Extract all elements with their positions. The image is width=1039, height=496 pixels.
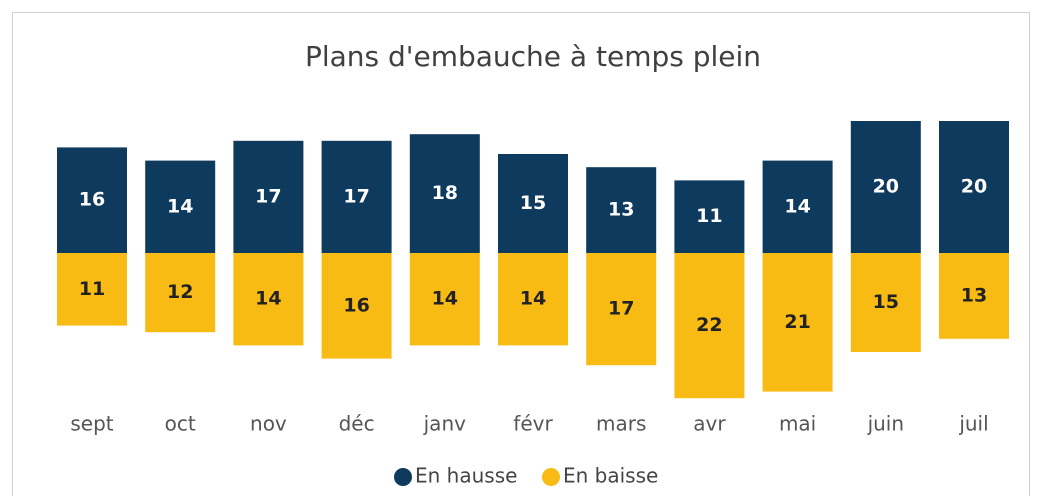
bar-down [409, 253, 480, 346]
x-tick-label: sept [70, 412, 113, 436]
bar-up [321, 140, 392, 253]
value-label: 17 [343, 185, 369, 207]
bar-down [850, 253, 921, 352]
bar-down [321, 253, 392, 359]
x-tick-label: oct [165, 412, 196, 436]
bar-down [586, 253, 657, 366]
legend-label: En baisse [563, 464, 658, 488]
value-label: 13 [608, 199, 634, 221]
value-label: 20 [961, 176, 987, 198]
bar-up [586, 167, 657, 253]
value-label: 15 [873, 291, 899, 313]
x-tick-label: mars [596, 412, 646, 436]
bar-up [145, 160, 216, 253]
bar-down [674, 253, 745, 399]
x-tick-label: mai [779, 412, 816, 436]
bar-down [939, 253, 1009, 339]
legend-swatch [542, 468, 560, 486]
bar-up [498, 154, 568, 253]
bar-down [145, 253, 216, 333]
value-label: 14 [432, 288, 458, 310]
legend-swatch [394, 468, 412, 486]
x-tick-label: févr [513, 412, 553, 436]
bar-up [674, 180, 745, 253]
legend-label: En hausse [415, 464, 517, 488]
bar-down [498, 253, 568, 346]
x-tick-label: déc [339, 412, 375, 436]
value-label: 12 [167, 281, 193, 303]
value-label: 14 [255, 288, 281, 310]
value-label: 21 [784, 311, 810, 333]
value-label: 16 [343, 294, 369, 316]
bar-up [57, 147, 127, 253]
value-label: 17 [608, 298, 634, 320]
x-tick-label: nov [250, 412, 287, 436]
x-tick-label: juin [867, 412, 904, 436]
chart-title: Plans d'embauche à temps plein [305, 40, 761, 73]
bar-down [762, 253, 833, 392]
value-label: 16 [79, 189, 105, 211]
value-label: 20 [873, 176, 899, 198]
bar-up [409, 134, 480, 253]
value-label: 18 [432, 182, 458, 204]
value-label: 11 [696, 205, 722, 227]
bar-up [233, 140, 304, 253]
bar-down [233, 253, 304, 346]
value-label: 15 [520, 192, 546, 214]
x-tick-label: janv [423, 412, 466, 436]
bar-up [762, 160, 833, 253]
bar-down [57, 253, 127, 326]
value-label: 13 [961, 284, 987, 306]
value-label: 14 [520, 288, 546, 310]
x-tick-label: juil [958, 412, 988, 436]
value-label: 14 [784, 195, 810, 217]
value-label: 17 [255, 185, 281, 207]
bar-up [939, 121, 1009, 253]
value-label: 11 [79, 278, 105, 300]
value-label: 22 [696, 314, 722, 336]
value-label: 14 [167, 195, 193, 217]
bar-up [850, 121, 921, 253]
x-tick-label: avr [693, 412, 726, 436]
